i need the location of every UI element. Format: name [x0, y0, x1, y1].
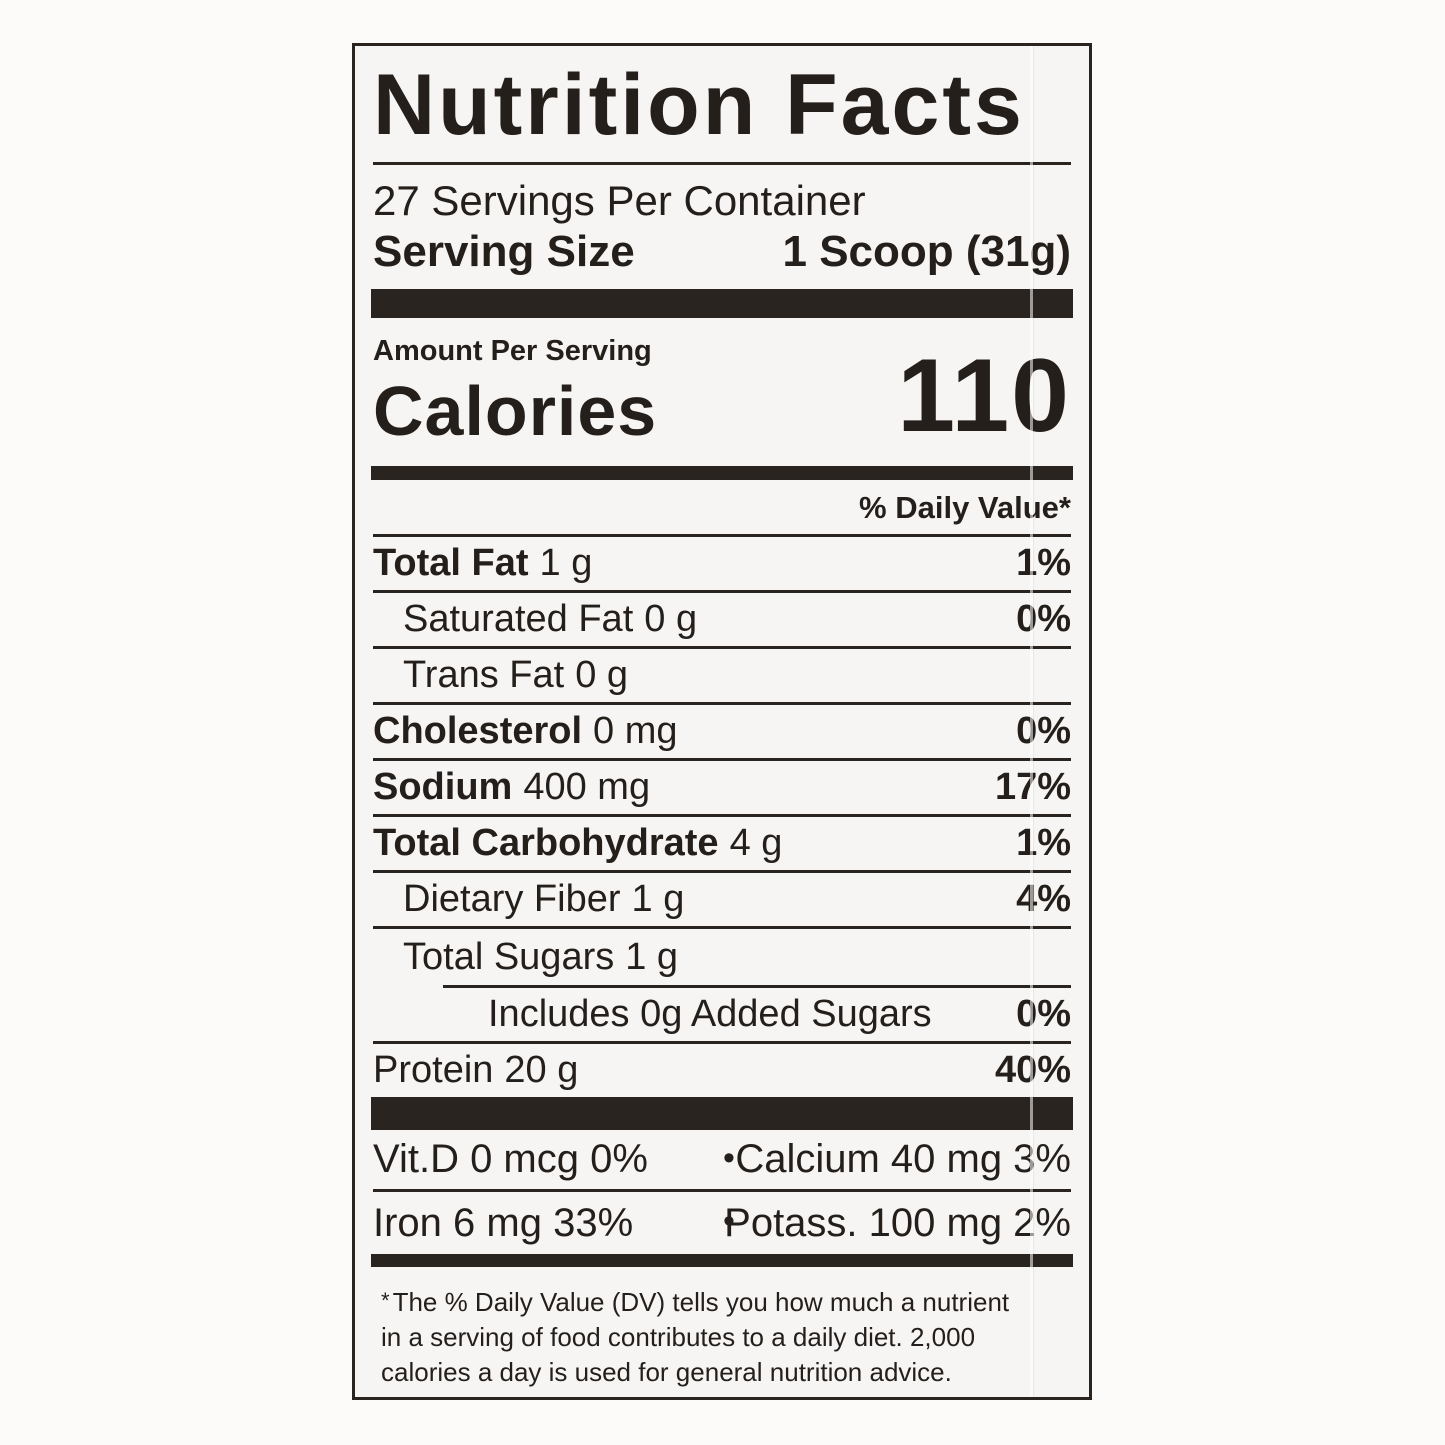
daily-value-footnote: * The % Daily Value (DV) tells you how mu… — [373, 1283, 1071, 1390]
separator-bar-medium — [371, 466, 1073, 480]
nutrient-row-saturated-fat: Saturated Fat 0 g 0% — [373, 593, 1071, 649]
footnote-text: The % Daily Value (DV) tells you how muc… — [392, 1287, 1010, 1317]
micronutrient-row-1: Vit.D 0 mcg 0% • Calcium 40 mg 3% — [373, 1130, 1071, 1192]
separator-bar-thick — [371, 1097, 1073, 1130]
nutrient-name-amount: Dietary Fiber 1 g — [403, 878, 684, 921]
footnote-line-1: * The % Daily Value (DV) tells you how mu… — [381, 1283, 1071, 1320]
nutrient-name: Dietary Fiber — [403, 878, 621, 920]
nutrient-name-amount: Total Carbohydrate 4 g — [373, 822, 782, 865]
serving-size-label: Serving Size — [373, 227, 635, 276]
nutrient-name: Total Fat — [373, 542, 529, 584]
nutrient-amount: 20 g — [504, 1049, 579, 1091]
nutrient-amount: 1 g — [631, 878, 685, 920]
servings-per-container: 27 Servings Per Container — [373, 177, 866, 224]
nutrient-amount: 0 g — [644, 598, 698, 640]
daily-value-header: % Daily Value* — [373, 492, 1071, 537]
nutrient-dv: 0% — [1016, 993, 1071, 1035]
nutrient-row-total-fat: Total Fat 1 g 1% — [373, 537, 1071, 593]
micronutrient-calcium: Calcium 40 mg 3% — [735, 1137, 1071, 1181]
nutrient-amount: 0 mg — [593, 710, 678, 752]
nutrient-row-dietary-fiber: Dietary Fiber 1 g 4% — [373, 873, 1071, 929]
serving-size-row: Serving Size 1 Scoop (31g) — [373, 227, 1071, 277]
nutrient-name: Cholesterol — [373, 710, 583, 752]
nutrient-dv: 0% — [1016, 710, 1071, 752]
nutrient-name-amount: Saturated Fat 0 g — [403, 598, 697, 641]
micronutrient-potassium: Potass. 100 mg 2% — [724, 1200, 1071, 1245]
nutrient-name: Includes 0g Added Sugars — [488, 993, 932, 1035]
nutrient-dv: 1% — [1016, 822, 1071, 864]
nutrient-row-total-sugars: Total Sugars 1 g — [373, 929, 1071, 985]
nutrient-row-added-sugars: Includes 0g Added Sugars 0% — [443, 985, 1071, 1041]
micronutrient-vitamin-d: Vit.D 0 mcg 0% — [373, 1137, 648, 1181]
nutrient-name-amount: Protein 20 g — [373, 1049, 578, 1092]
nutrient-name-amount: Trans Fat 0 g — [403, 654, 628, 697]
asterisk-marker: * — [381, 1288, 390, 1313]
nutrient-amount: 4 g — [729, 822, 783, 864]
nutrient-row-sodium: Sodium 400 mg 17% — [373, 761, 1071, 817]
nutrient-amount: 400 mg — [523, 766, 651, 808]
nutrient-dv: 4% — [1016, 878, 1071, 920]
nutrient-name-amount: Sodium 400 mg — [373, 766, 650, 809]
calories-value: 110 — [897, 338, 1071, 454]
micronutrient-row-2: Iron 6 mg 33% • Potass. 100 mg 2% — [373, 1192, 1071, 1254]
serving-size-value: 1 Scoop (31g) — [782, 227, 1072, 276]
nutrient-dv: 40% — [994, 1049, 1071, 1091]
nutrient-row-cholesterol: Cholesterol 0 mg 0% — [373, 705, 1071, 761]
calories-section: Amount Per Serving Calories 110 — [373, 334, 1071, 452]
nutrient-name: Saturated Fat — [403, 598, 634, 640]
nutrient-name: Trans Fat — [403, 654, 565, 696]
nutrient-amount: 0 g — [575, 654, 629, 696]
separator-bar-thick — [371, 289, 1073, 318]
calories-label: Calories — [373, 372, 658, 450]
nutrient-amount: 1 g — [539, 542, 593, 584]
bullet-separator: • — [723, 1201, 735, 1240]
nutrient-name-amount: Includes 0g Added Sugars — [488, 993, 932, 1036]
nutrient-name: Sodium — [373, 766, 513, 808]
nutrient-row-protein: Protein 20 g 40% — [373, 1041, 1071, 1097]
footnote-line-3: calories a day is used for general nutri… — [381, 1357, 952, 1387]
label-title: Nutrition Facts — [373, 56, 1071, 165]
nutrient-name: Protein — [373, 1049, 494, 1091]
nutrient-dv: 17% — [994, 766, 1071, 808]
nutrient-row-total-carbohydrate: Total Carbohydrate 4 g 1% — [373, 817, 1071, 873]
nutrient-amount: 1 g — [625, 935, 679, 978]
nutrient-row-trans-fat: Trans Fat 0 g — [373, 649, 1071, 705]
nutrient-name-amount: Cholesterol 0 mg — [373, 710, 678, 753]
nutrition-facts-label: Nutrition Facts 27 Servings Per Containe… — [352, 43, 1092, 1400]
micronutrient-iron: Iron 6 mg 33% — [373, 1200, 634, 1245]
nutrient-dv: 0% — [1016, 598, 1071, 640]
separator-bar-medium — [371, 1254, 1073, 1267]
nutrient-name-amount: Total Fat 1 g — [373, 542, 592, 585]
nutrient-name: Total Carbohydrate — [373, 822, 719, 864]
nutrient-name-amount: Total Sugars 1 g — [403, 936, 678, 979]
footnote-line-2: in a serving of food contributes to a da… — [381, 1322, 976, 1352]
nutrient-dv: 1% — [1016, 542, 1071, 584]
bullet-separator: • — [723, 1138, 735, 1177]
nutrient-name: Total Sugars — [403, 935, 615, 978]
amount-per-serving-label: Amount Per Serving — [373, 335, 652, 367]
